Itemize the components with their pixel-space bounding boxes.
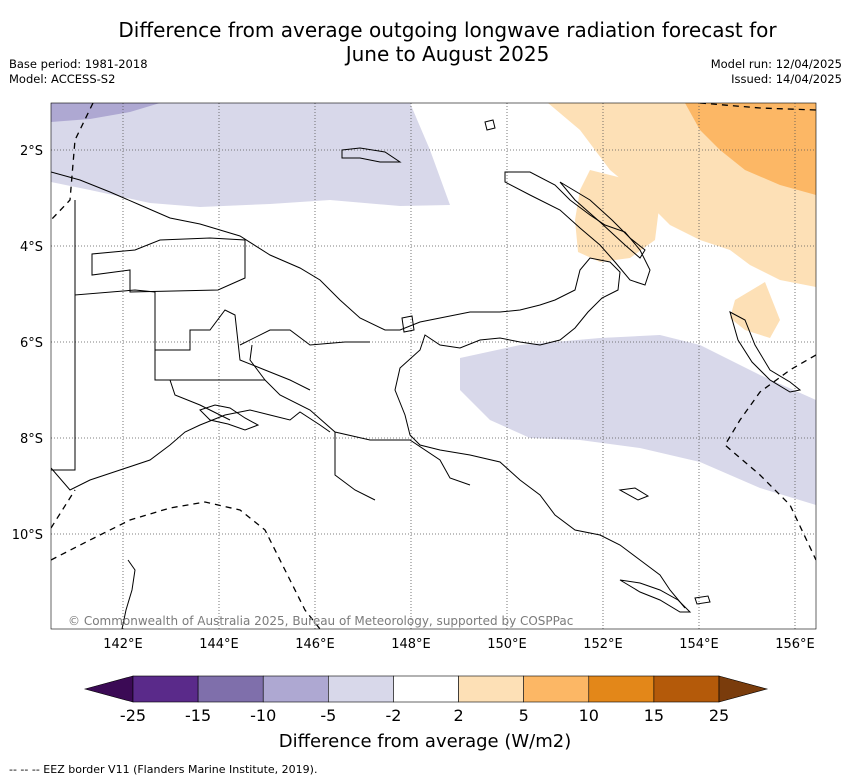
small-island-3 — [694, 595, 711, 605]
small-island-2 — [401, 315, 415, 333]
positive-anomaly-island — [730, 282, 780, 338]
colorbar-tick-label: -15 — [185, 706, 211, 725]
lat-label: 4°S — [20, 240, 43, 255]
lon-label: 146°E — [295, 637, 335, 652]
colorbar-low-extend — [83, 675, 134, 703]
lat-label: 10°S — [12, 528, 43, 543]
colorbar-bins — [132, 675, 720, 703]
model-run-date: Model run: 12/04/2025 — [710, 57, 842, 71]
positive-anomaly-inlet — [575, 170, 660, 262]
colorbar-bin — [523, 675, 590, 703]
colorbar-tick-label: 15 — [644, 706, 664, 725]
title-line-2: June to August 2025 — [345, 42, 550, 66]
map-frame — [50, 102, 817, 630]
issue-info: Model run: 12/04/2025 Issued: 14/04/2025 — [711, 57, 842, 87]
bougainville — [729, 311, 802, 393]
eez-footnote: -- -- -- EEZ border V11 (Flanders Marine… — [9, 763, 318, 776]
colorbar-tick-label: -10 — [250, 706, 276, 725]
new-ireland — [559, 181, 646, 259]
negative-anomaly-north — [51, 103, 450, 207]
title-line-1: Difference from average outgoing longwav… — [118, 18, 777, 42]
provincial-borders — [51, 200, 471, 501]
colorbar-tick-label: 10 — [579, 706, 599, 725]
d-entrecasteaux — [618, 487, 650, 501]
model-info: Base period: 1981-2018 Model: ACCESS-S2 — [9, 57, 148, 87]
copyright-notice: © Commonwealth of Australia 2025, Bureau… — [68, 614, 573, 628]
colorbar-label: Difference from average (W/m2) — [279, 731, 571, 752]
strong-positive-anomaly — [685, 103, 816, 195]
model-name: Model: ACCESS-S2 — [9, 72, 116, 86]
colorbar-tick-label: 5 — [519, 706, 529, 725]
colorbar-tick-label: -25 — [120, 706, 146, 725]
latitude-labels: 2°S 4°S 6°S 8°S 10°S — [12, 144, 43, 543]
torres-strait-coast — [121, 559, 136, 629]
colorbar-bin — [588, 675, 655, 703]
lat-label: 6°S — [20, 336, 43, 351]
new-guinea-coast — [51, 171, 686, 609]
colorbar-bin — [458, 675, 524, 703]
base-period: Base period: 1981-2018 — [9, 57, 148, 71]
lon-label: 142°E — [103, 637, 143, 652]
small-island-1 — [484, 119, 496, 131]
louisiade-archipelago — [619, 579, 692, 613]
negative-anomaly-east — [460, 335, 816, 505]
colorbar-high-extend — [718, 675, 769, 703]
graticule — [51, 103, 816, 629]
fly-river-islands — [199, 404, 260, 431]
colorbar-tick-label: -2 — [385, 706, 401, 725]
colorbar-tick-label: 25 — [709, 706, 729, 725]
colorbar-bin — [328, 675, 394, 703]
colorbar-bin — [197, 675, 264, 703]
lon-label: 154°E — [679, 637, 719, 652]
colorbar: -25 -15 -10 -5 -2 2 5 10 15 25 Difference from av… — [83, 675, 769, 752]
colorbar-bin — [262, 675, 329, 703]
lon-label: 152°E — [583, 637, 623, 652]
colorbar-bin — [393, 675, 459, 703]
manus-island — [341, 147, 402, 163]
lon-label: 148°E — [391, 637, 431, 652]
new-britain — [504, 171, 651, 286]
colorbar-bin — [653, 675, 720, 703]
lon-label: 150°E — [487, 637, 527, 652]
lon-label: 156°E — [775, 637, 815, 652]
colorbar-bin — [132, 675, 199, 703]
map-panel: © Commonwealth of Australia 2025, Bureau… — [51, 103, 816, 629]
issued-date: Issued: 14/04/2025 — [731, 72, 842, 86]
eez-borders — [51, 103, 816, 629]
colorbar-tick-label: 2 — [453, 706, 463, 725]
lat-label: 8°S — [20, 432, 43, 447]
lon-label: 144°E — [199, 637, 239, 652]
longitude-labels: 142°E 144°E 146°E 148°E 150°E 152°E 154°… — [103, 637, 815, 652]
coastlines — [51, 119, 802, 629]
lat-label: 2°S — [20, 144, 43, 159]
colorbar-tick-labels: -25 -15 -10 -5 -2 2 5 10 15 25 — [120, 706, 729, 725]
colorbar-tick-label: -5 — [320, 706, 336, 725]
south-coast — [51, 409, 331, 491]
map-title: Difference from average outgoing longwav… — [0, 18, 850, 66]
strong-negative-anomaly — [51, 103, 160, 122]
